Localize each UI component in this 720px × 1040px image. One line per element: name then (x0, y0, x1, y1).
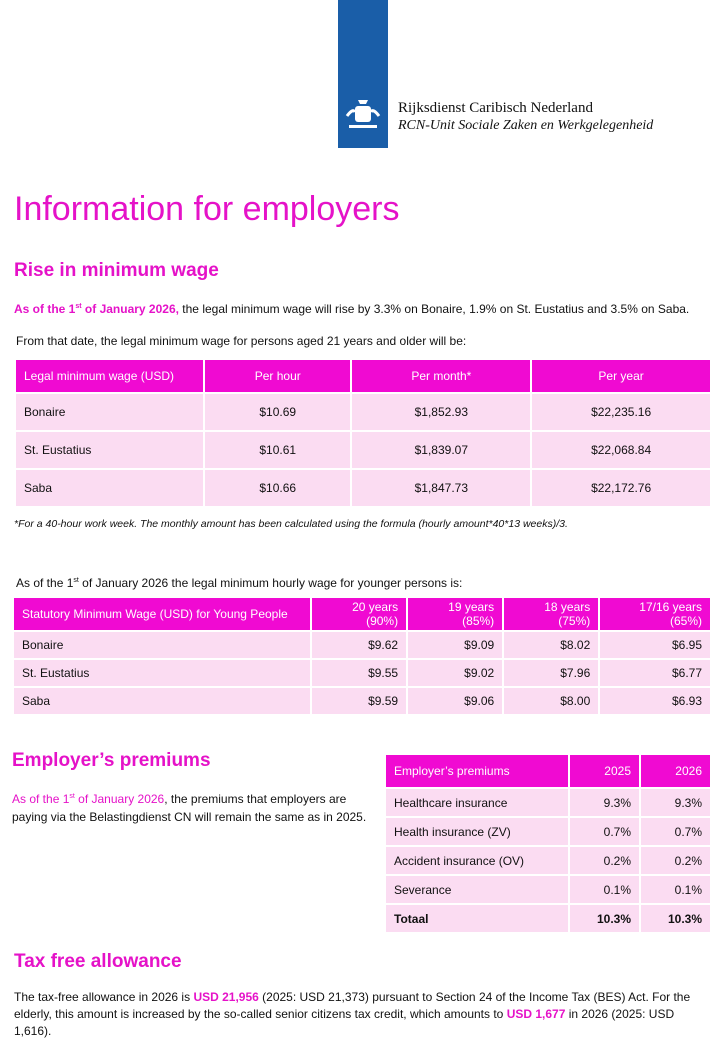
page-title: Information for employers (14, 190, 400, 228)
min-wage-lead: From that date, the legal minimum wage f… (16, 334, 467, 348)
min-wage-heading: Rise in minimum wage (14, 260, 219, 281)
table-row: Saba $10.66 $1,847.73 $22,172.76 (14, 468, 712, 508)
premiums-table: Employer’s premiums 2025 2026 Healthcare i… (384, 753, 712, 934)
crest-logo-icon (345, 100, 381, 128)
org-name: Rijksdienst Caribisch Nederland (398, 100, 593, 116)
table-row: Health insurance (ZV) 0.7% 0.7% (384, 816, 712, 847)
table-row: Accident insurance (OV) 0.2% 0.2% (384, 845, 712, 876)
table-row: Bonaire $9.62 $9.09 $8.02 $6.95 (12, 630, 712, 660)
premiums-intro: As of the 1st of January 2026, the premi… (12, 792, 367, 824)
table-row: Saba $9.59 $9.06 $8.00 $6.93 (12, 686, 712, 716)
total-row: Totaal 10.3% 10.3% (384, 903, 712, 934)
min-wage-table: Legal minimum wage (USD) Per hour Per mont… (14, 358, 712, 508)
min-wage-intro: As of the 1st of January 2026, the legal… (14, 302, 690, 316)
young-lead: As of the 1st of January 2026 the legal … (16, 576, 463, 590)
tax-text: The tax-free allowance in 2026 is USD 21… (14, 990, 691, 1038)
table-row: Severance 0.1% 0.1% (384, 874, 712, 905)
tax-heading: Tax free allowance (14, 951, 182, 972)
table-row: St. Eustatius $9.55 $9.02 $7.96 $6.77 (12, 658, 712, 688)
young-wage-table: Statutory Minimum Wage (USD) for Young P… (12, 596, 712, 716)
logo-bar (338, 0, 388, 148)
footnote: *For a 40-hour work week. The monthly am… (14, 518, 568, 530)
premiums-heading: Employer’s premiums (12, 750, 211, 771)
table-row: Bonaire $10.69 $1,852.93 $22,235.16 (14, 392, 712, 432)
table-row: Healthcare insurance 9.3% 9.3% (384, 787, 712, 818)
org-unit: RCN-Unit Sociale Zaken en Werkgelegenhei… (398, 118, 654, 133)
table-row: St. Eustatius $10.61 $1,839.07 $22,068.84 (14, 430, 712, 470)
